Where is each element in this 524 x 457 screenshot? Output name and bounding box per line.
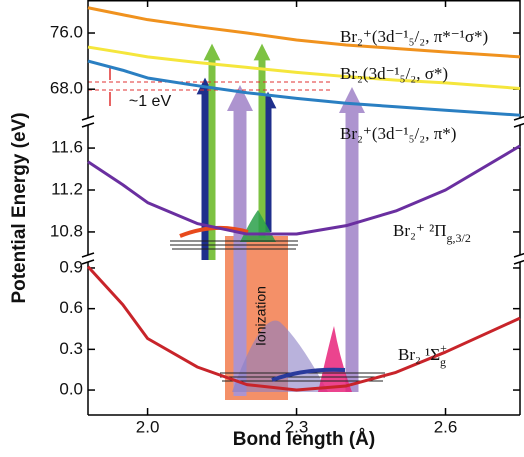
y-tick-label: 0.6 — [59, 298, 83, 317]
curve — [87, 59, 521, 117]
y-tick-label: 0.3 — [59, 339, 83, 358]
label-text: Br₂⁺ ²Π — [393, 221, 447, 240]
curve-label: Br₂⁺(3d⁻¹₅/₂, π*) — [340, 124, 456, 143]
label-text: Br₂ ¹Σ — [398, 345, 440, 364]
label-sup: + — [440, 341, 447, 355]
label-sub: g,3/2 — [447, 231, 471, 245]
decorations — [88, 43, 385, 400]
x-tick-label: 2.0 — [136, 417, 160, 436]
label-sub: g — [440, 355, 446, 369]
y-tick-label: 11.2 — [51, 179, 83, 198]
y-tick-label: 11.6 — [51, 138, 83, 157]
axis-break — [513, 115, 524, 121]
curve — [87, 6, 521, 59]
curve — [86, 265, 521, 392]
curve — [87, 144, 521, 236]
y-axis-title: Potential Energy (eV) — [9, 112, 30, 303]
annotation: ~1 eV — [129, 93, 172, 110]
annotation: Ionization — [253, 286, 269, 346]
x-tick-label: 2.6 — [434, 417, 458, 436]
rotation-arrow — [271, 367, 346, 382]
y-tick-label: 0.9 — [59, 257, 83, 276]
wavepacket — [318, 326, 352, 392]
curve-label: Br₂(3d⁻¹₅/₂, σ*) — [340, 64, 448, 83]
label-text: Br₂⁺(3d⁻¹₅/₂, π*) — [340, 124, 456, 143]
curve-label: Br₂⁺(3d⁻¹₅/₂, π*⁻¹σ*) — [340, 27, 488, 46]
curve-label: Br₂ ¹Σ+ g — [398, 341, 447, 369]
y-tick-label: 68.0 — [50, 79, 83, 98]
x-axis-title: Bond length (Å) — [233, 429, 375, 450]
axis-break — [81, 122, 95, 128]
axis-break — [81, 115, 95, 121]
y-tick-label: 0.0 — [59, 380, 83, 399]
label-text: Br₂(3d⁻¹₅/₂, σ*) — [340, 64, 448, 83]
y-tick-label: 76.0 — [50, 22, 83, 41]
axis-break — [513, 259, 524, 265]
wavepacket — [232, 320, 328, 392]
curve — [87, 45, 521, 90]
y-tick-label: 10.8 — [50, 221, 83, 240]
curve-label: Br₂⁺ ²Πg,3/2 — [393, 221, 471, 245]
x-tick-label: 2.3 — [285, 417, 309, 436]
axis-break — [81, 252, 95, 258]
label-text: Br₂⁺(3d⁻¹₅/₂, π*⁻¹σ*) — [340, 27, 488, 46]
axis-break — [513, 122, 524, 128]
axis-break — [81, 259, 95, 265]
axis-break — [513, 252, 524, 258]
